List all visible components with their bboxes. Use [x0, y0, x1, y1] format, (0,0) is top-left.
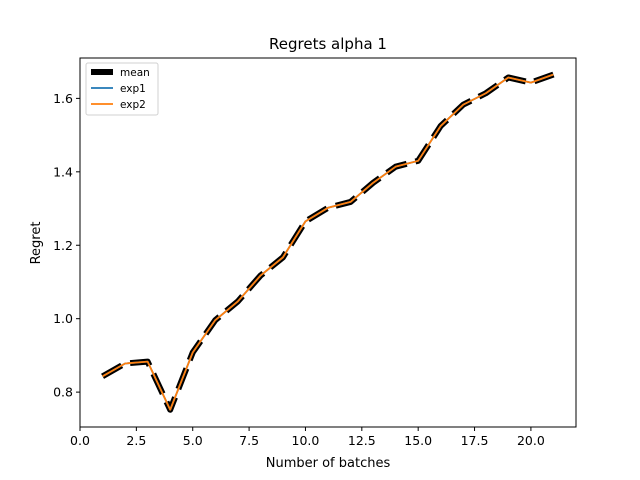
x-axis: 0.0 2.5 5.0 7.5 10.0 12.5 15.0 17.5 20.0	[70, 427, 545, 448]
x-tick-label: 2.5	[126, 433, 146, 448]
legend-label-mean: mean	[120, 67, 150, 79]
legend: mean exp1 exp2	[85, 62, 159, 116]
legend-box	[85, 62, 159, 116]
series-layer	[101, 71, 555, 413]
x-tick-label: 10.0	[292, 433, 320, 448]
x-tick-label: 15.0	[404, 433, 432, 448]
series-line-exp1	[102, 73, 554, 411]
series-line-mean	[101, 71, 555, 413]
y-tick-label: 1.0	[53, 311, 73, 326]
x-tick-label: 0.0	[70, 433, 90, 448]
x-tick-label: 5.0	[183, 433, 203, 448]
legend-label-exp1: exp1	[120, 83, 146, 95]
x-tick-label: 20.0	[517, 433, 545, 448]
plot-frame	[79, 57, 577, 428]
x-tick-label: 17.5	[461, 433, 489, 448]
y-tick-label: 1.4	[53, 164, 73, 179]
chart-title: Regrets alpha 1	[269, 35, 387, 53]
y-tick-label: 0.8	[53, 385, 73, 400]
y-tick-label: 1.6	[53, 91, 73, 106]
legend-label-exp2: exp2	[120, 99, 146, 111]
x-tick-label: 7.5	[239, 433, 259, 448]
x-axis-title: Number of batches	[266, 456, 391, 471]
y-tick-label: 1.2	[53, 238, 73, 253]
x-tick-label: 12.5	[348, 433, 376, 448]
y-axis-title: Regret	[29, 222, 44, 265]
y-axis: 0.8 1.0 1.2 1.4 1.6	[53, 91, 80, 400]
series-line-exp2	[102, 73, 554, 411]
